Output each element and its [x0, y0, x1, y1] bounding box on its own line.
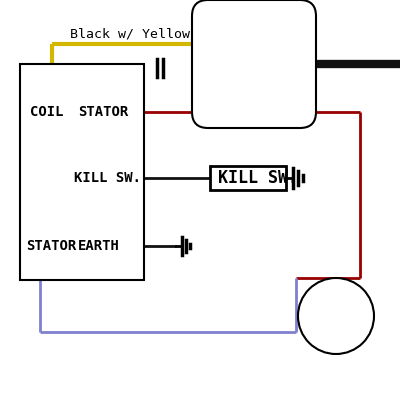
Text: Black w/ Yellow: Black w/ Yellow — [70, 28, 190, 40]
Circle shape — [298, 278, 374, 354]
Text: KILL SW.: KILL SW. — [74, 171, 141, 185]
FancyBboxPatch shape — [192, 0, 316, 128]
Text: STATOR: STATOR — [26, 239, 76, 253]
Text: EARTH: EARTH — [78, 239, 120, 253]
Bar — [210, 166, 286, 190]
Text: KILL SW.: KILL SW. — [218, 169, 298, 187]
Text: COIL: COIL — [30, 105, 64, 119]
Bar — [20, 64, 144, 280]
Text: STATOR: STATOR — [78, 105, 128, 119]
